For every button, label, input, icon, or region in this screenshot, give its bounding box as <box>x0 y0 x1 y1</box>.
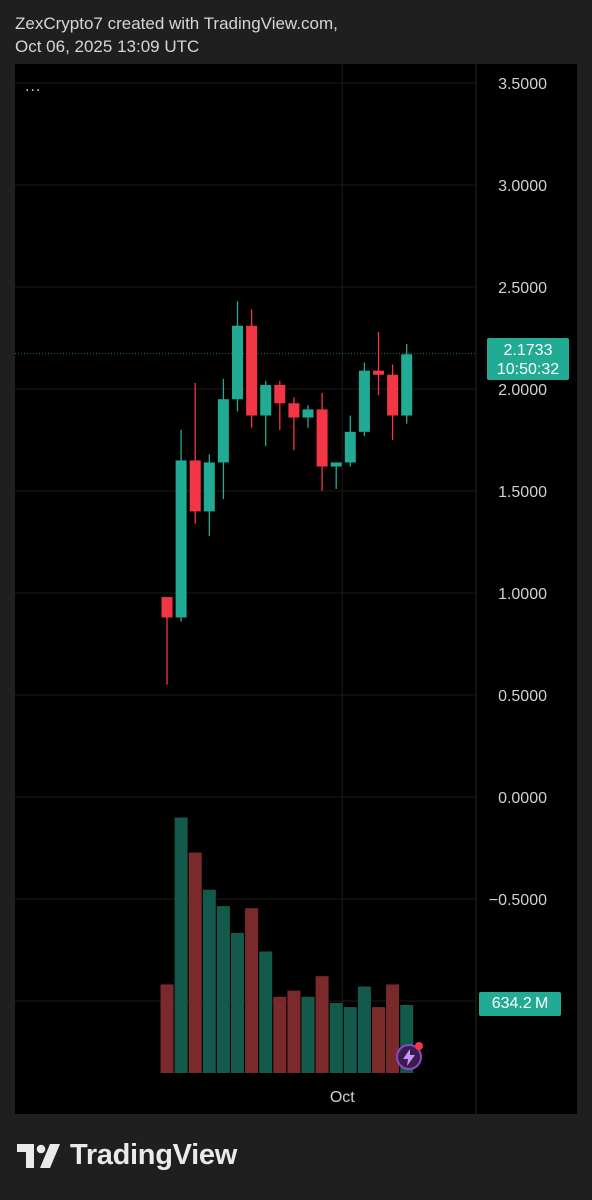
chart-canvas[interactable]: 3.5000 3.0000 2.5000 2.0000 1.5000 1.0000 0.50… <box>15 64 577 1114</box>
x-tick-label: Oct <box>330 1089 355 1106</box>
y-tick-label: 2.0000 <box>498 382 547 399</box>
volume-bar <box>174 817 188 1073</box>
volume-bar <box>287 990 301 1073</box>
y-tick-label: 3.5000 <box>498 76 547 93</box>
volume-bar <box>386 984 400 1073</box>
volume-bar <box>245 908 259 1073</box>
y-tick-label: 0.0000 <box>498 790 547 807</box>
author-line: ZexCrypto7 created with TradingView.com, <box>15 14 338 33</box>
volume-value-label: 634.2 M <box>479 992 561 1016</box>
volume-bar <box>301 996 315 1073</box>
volume-bar <box>315 976 329 1073</box>
y-tick-label: 2.5000 <box>498 280 547 297</box>
candle-body <box>401 354 413 416</box>
y-tick-label: −0.5000 <box>489 892 547 909</box>
candle-body <box>232 325 243 400</box>
candle-body <box>217 399 229 463</box>
volume-bar <box>273 996 287 1073</box>
y-tick-label: 0.5000 <box>498 688 547 705</box>
candle-body <box>260 384 272 416</box>
last-price-label: 2.1733 10:50:32 <box>487 338 569 380</box>
timestamp-line: Oct 06, 2025 13:09 UTC <box>15 37 200 56</box>
volume-bar <box>329 1002 343 1073</box>
chart-header: ZexCrypto7 created with TradingView.com,… <box>15 12 338 58</box>
candle-body <box>175 460 187 618</box>
candle-body <box>288 403 300 418</box>
volume-bar <box>259 951 273 1073</box>
y-tick-label: 3.0000 <box>498 178 547 195</box>
candle-body <box>203 462 215 512</box>
candle-body <box>161 597 173 618</box>
y-tick-label: 1.5000 <box>498 484 547 501</box>
more-options-icon[interactable]: ... <box>25 78 42 95</box>
tradingview-logo-icon <box>17 1144 60 1168</box>
candle-body <box>302 409 314 418</box>
volume-bar <box>372 1007 385 1073</box>
volume-bar <box>160 984 174 1073</box>
volume-bar <box>231 932 244 1073</box>
notification-dot-icon <box>415 1042 423 1050</box>
candle-body <box>387 374 399 416</box>
candle-body <box>330 462 342 467</box>
volume-bar <box>343 1007 357 1073</box>
brand-wordmark: TradingView <box>70 1139 237 1171</box>
volume-bar <box>202 889 216 1073</box>
candle-body <box>373 370 384 375</box>
candle-body <box>358 370 370 432</box>
volume-bar <box>357 986 371 1073</box>
candle-body <box>316 409 328 467</box>
volume-bar <box>216 906 230 1073</box>
bar-countdown: 10:50:32 <box>496 361 560 378</box>
last-price-value: 2.1733 <box>503 342 553 359</box>
candle-body <box>344 431 356 463</box>
candle-body <box>189 460 201 512</box>
volume-bar <box>188 852 202 1073</box>
chart-panel[interactable]: 3.5000 3.0000 2.5000 2.0000 1.5000 1.0000 0.50… <box>15 64 577 1114</box>
y-tick-label: 1.0000 <box>498 586 547 603</box>
candle-body <box>246 325 258 416</box>
candle-body <box>274 384 286 404</box>
